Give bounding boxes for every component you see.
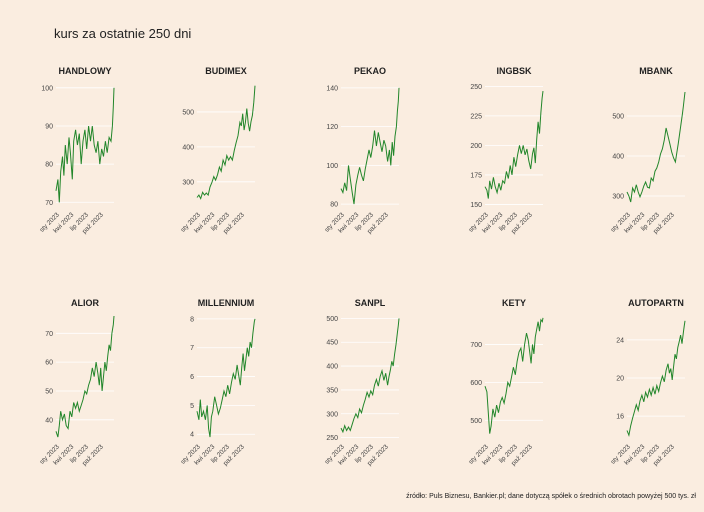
y-tick-label: 400 — [612, 154, 624, 161]
y-tick-label: 300 — [612, 194, 624, 201]
y-tick-label: 8 — [190, 316, 194, 323]
y-tick-label: 150 — [470, 202, 482, 209]
y-tick-label: 5 — [190, 403, 194, 410]
series-line-mbank — [626, 91, 686, 203]
y-tick-label: 400 — [182, 144, 194, 151]
y-tick-label: 700 — [470, 342, 482, 349]
y-tick-label: 175 — [470, 172, 482, 179]
y-tick-label: 60 — [45, 360, 53, 367]
series-line-handlowy — [55, 87, 115, 203]
panel-title-pekao: PEKAO — [354, 66, 386, 76]
panel-title-millennium: MILLENNIUM — [198, 298, 255, 308]
figure-title: kurs za ostatnie 250 dni — [54, 26, 192, 41]
y-tick-label: 500 — [612, 114, 624, 121]
y-tick-label: 70 — [45, 200, 53, 207]
panel-title-sanpl: SANPL — [355, 298, 386, 308]
y-tick-label: 80 — [330, 202, 338, 209]
y-tick-label: 50 — [45, 388, 53, 395]
source-note: źródło: Puls Biznesu, Bankier.pl; dane d… — [406, 493, 696, 500]
panel-title-autopartn: AUTOPARTN — [628, 298, 684, 308]
y-tick-label: 300 — [326, 411, 338, 418]
y-tick-label: 500 — [326, 316, 338, 323]
y-tick-label: 350 — [326, 387, 338, 394]
y-tick-label: 500 — [470, 418, 482, 425]
y-tick-label: 140 — [326, 85, 338, 92]
series-line-pekao — [340, 87, 400, 205]
y-tick-label: 450 — [326, 340, 338, 347]
panel-title-alior: ALIOR — [71, 298, 99, 308]
y-tick-label: 24 — [616, 337, 624, 344]
y-tick-label: 40 — [45, 417, 53, 424]
series-line-kety — [484, 317, 544, 434]
y-tick-label: 225 — [470, 113, 482, 120]
y-tick-label: 100 — [326, 163, 338, 170]
y-tick-label: 100 — [41, 85, 53, 92]
panel-title-mbank: MBANK — [639, 66, 673, 76]
y-tick-label: 7 — [190, 345, 194, 352]
y-tick-label: 90 — [45, 123, 53, 130]
y-tick-label: 4 — [190, 432, 194, 439]
y-tick-label: 250 — [326, 435, 338, 442]
y-tick-label: 20 — [616, 376, 624, 383]
series-line-sanpl — [340, 318, 400, 434]
y-tick-label: 200 — [470, 143, 482, 150]
y-tick-label: 300 — [182, 179, 194, 186]
y-tick-label: 400 — [326, 364, 338, 371]
y-tick-label: 600 — [470, 380, 482, 387]
panel-title-ingbsk: INGBSK — [496, 66, 532, 76]
panel-title-budimex: BUDIMEX — [205, 66, 247, 76]
y-tick-label: 120 — [326, 124, 338, 131]
y-tick-label: 70 — [45, 331, 53, 338]
series-line-ingbsk — [484, 91, 544, 199]
series-line-autopartn — [626, 320, 686, 437]
series-line-millennium — [196, 318, 256, 438]
y-tick-label: 250 — [470, 84, 482, 91]
series-line-budimex — [196, 85, 256, 200]
y-tick-label: 500 — [182, 109, 194, 116]
series-line-alior — [55, 315, 115, 438]
y-tick-label: 80 — [45, 162, 53, 169]
panel-title-handlowy: HANDLOWY — [59, 66, 112, 76]
panel-title-kety: KETY — [502, 298, 526, 308]
y-tick-label: 16 — [616, 414, 624, 421]
y-tick-label: 6 — [190, 374, 194, 381]
